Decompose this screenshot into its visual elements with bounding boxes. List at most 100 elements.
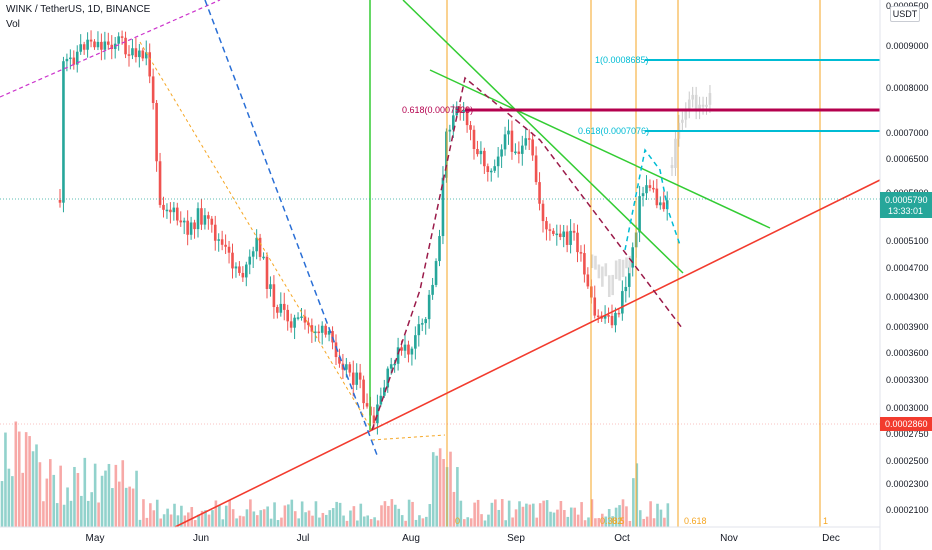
time-fib-label: 0 [455,516,460,526]
volume-bar [580,502,583,527]
volume-bar [518,501,521,527]
volume-bar [59,465,62,527]
volume-bar [642,518,645,527]
volume-bar [342,515,345,527]
candle-body [569,230,572,245]
volume-bar [511,517,514,527]
volume-bar [325,514,328,527]
ghost-candle-body [607,275,611,297]
volume-bar [521,506,525,527]
candle-body [179,220,183,223]
candle-body [452,115,455,130]
candle-body [638,196,641,233]
volume-bar [162,514,166,527]
ghost-candle-body [621,259,625,278]
volume-bar [173,503,176,527]
candle-body [648,185,652,188]
volume-bar [21,472,24,527]
ghost-candle-body [705,104,708,107]
candle-body [151,76,155,103]
volume-bar [276,520,280,527]
ghost-candle-body [604,263,608,277]
candle-body [645,185,648,194]
y-tick-label: 0.0002100 [886,505,929,515]
candle-body [75,51,79,65]
volume-bar [604,516,608,527]
blue-dashed-line [204,0,378,456]
ghost-candle-body [701,104,705,107]
candle-body [572,230,576,233]
volume-bar [352,506,356,527]
volume-bar [242,516,245,527]
volume-bar [400,515,404,527]
volume-bar [204,510,207,527]
ghost-candle-body [681,119,684,123]
volume-bar [635,463,639,527]
candle-body [621,291,624,314]
candle-body [503,134,507,150]
volume-bar [418,515,421,527]
volume-bar [180,505,183,527]
magenta-dashed-line [0,0,221,98]
ghost-candle-body [694,94,698,112]
candles [58,30,712,435]
candle-body [220,239,224,245]
volume-bar [659,509,663,527]
volume-bar [321,512,325,527]
candle-body [62,61,65,203]
volume-bar [345,520,349,527]
volume-bar [356,520,359,527]
candle-body [448,129,452,132]
volume-bar [7,468,11,527]
candle-body [134,48,138,58]
y-tick-label: 0.0002500 [886,456,929,466]
candle-body [262,256,265,259]
volume-bar [628,520,632,527]
candle-body [527,138,531,140]
candle-body [79,44,82,52]
volume-bar [569,507,573,527]
volume-bar [435,455,438,527]
volume-bar [114,464,118,527]
volume-bar [262,509,266,527]
candle-body [282,303,286,310]
fib-label: 0.618(0.0007076) [578,126,649,136]
volume-bar [97,502,100,527]
candle-body [531,139,534,156]
candle-body [524,138,528,146]
volume-bar [500,499,504,527]
volume-bar [76,472,80,527]
candle-body [358,372,362,380]
y-tick-label: 0.0004700 [886,263,929,273]
volume-bar [121,460,125,527]
candle-body [434,261,438,285]
volume-bar [645,516,649,527]
volume-bar [328,510,332,527]
volume-bar [663,517,666,527]
candle-body [507,130,510,135]
volume-bar [483,520,487,527]
candle-body [631,247,634,268]
volume-bar [35,444,38,527]
volume-bar [490,502,494,527]
maroon-dashed-path [371,76,683,431]
volume-bar [104,470,107,527]
volume-bar [283,505,287,527]
ghost-candle-body [708,93,712,105]
volume-bar [318,517,321,527]
ghost-candle-body [611,274,614,296]
candle-body [224,244,227,247]
candle-body [517,151,521,154]
volume-bar [507,500,511,527]
last-price-value: 0.0005790 [885,195,928,205]
volume-bar [331,508,335,527]
ghost-candle-body [614,260,618,280]
currency-button[interactable]: USDT [890,6,920,22]
candle-body [610,315,614,326]
candle-body [172,207,176,213]
candle-body [624,286,628,292]
volume-bar [259,510,263,527]
candle-body [514,151,517,154]
candle-body [255,237,258,252]
